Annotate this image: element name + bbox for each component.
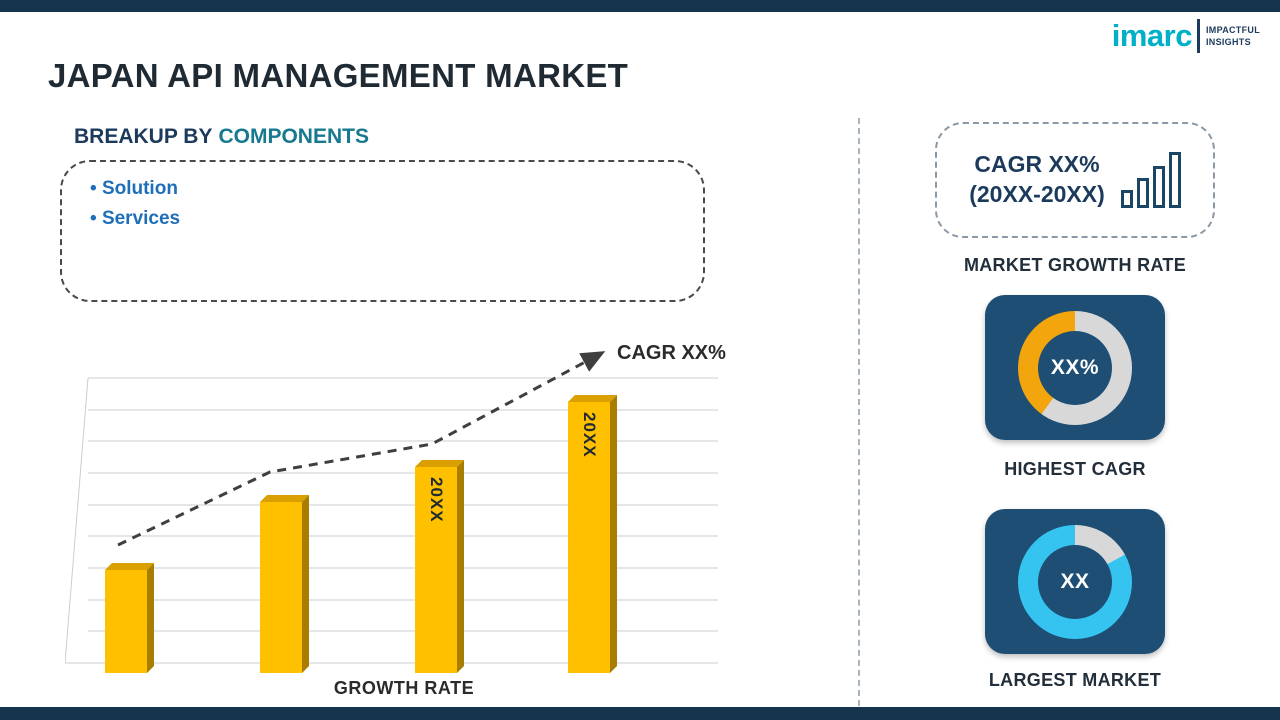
largest-market-donut: XX	[1018, 524, 1132, 639]
cagr-line2: (20XX-20XX)	[969, 181, 1105, 207]
largest-market-card: XX	[985, 509, 1165, 654]
logo-tagline-line2: INSIGHTS	[1205, 37, 1251, 47]
highest-cagr-donut: XX%	[1018, 310, 1132, 425]
breakup-heading-prefix: BREAKUP BY	[74, 125, 213, 148]
logo-tagline: IMPACTFUL INSIGHTS	[1206, 24, 1260, 48]
logo-tagline-line1: IMPACTFUL	[1205, 24, 1260, 35]
bottom-accent-bar	[0, 707, 1280, 720]
donut-hole	[1038, 330, 1112, 405]
bar-3: 20XX	[415, 460, 464, 673]
highest-cagr-card: XX%	[985, 295, 1165, 440]
components-box: Solution Services	[60, 160, 705, 302]
logo-divider	[1196, 19, 1200, 53]
breakup-heading-highlight: COMPONENTS	[218, 125, 369, 148]
largest-market-value: XX	[1060, 569, 1090, 593]
top-accent-bar	[0, 0, 1280, 12]
logo-wordmark: imarc	[1111, 18, 1193, 53]
cagr-annotation: CAGR XX%	[617, 342, 726, 364]
bar-2	[260, 495, 309, 673]
components-list: Solution Services	[90, 174, 180, 234]
cagr-line1: CAGR XX%	[974, 151, 1100, 178]
cagr-box: CAGR XX% (20XX-20XX)	[935, 122, 1215, 238]
list-item-services: Services	[90, 204, 180, 234]
largest-market-label: LARGEST MARKET	[988, 670, 1162, 690]
bar-chart-icon	[1120, 152, 1181, 208]
imarc-logo: imarc IMPACTFUL INSIGHTS	[1112, 18, 1260, 54]
breakup-heading: BREAKUP BY COMPONENTS	[74, 125, 369, 149]
growth-rate-chart: 20XX 20XX CAGR XX% GROWTH RATE	[65, 340, 755, 710]
bar-3-label: 20XX	[427, 477, 446, 523]
bar-1	[105, 563, 154, 673]
vertical-divider	[858, 118, 860, 706]
trend-arrow	[117, 351, 606, 547]
highest-cagr-label: HIGHEST CAGR	[1004, 459, 1146, 479]
bar-4-label: 20XX	[580, 412, 599, 458]
cagr-text: CAGR XX% (20XX-20XX)	[969, 150, 1105, 210]
highest-cagr-value: XX%	[1050, 355, 1100, 379]
donut-hole	[1038, 544, 1112, 619]
page-title: JAPAN API MANAGEMENT MARKET	[48, 57, 629, 94]
list-item-solution: Solution	[90, 174, 180, 204]
market-growth-rate-label: MARKET GROWTH RATE	[963, 255, 1187, 275]
chart-x-axis-label: GROWTH RATE	[333, 678, 475, 698]
bar-4: 20XX	[568, 395, 617, 673]
